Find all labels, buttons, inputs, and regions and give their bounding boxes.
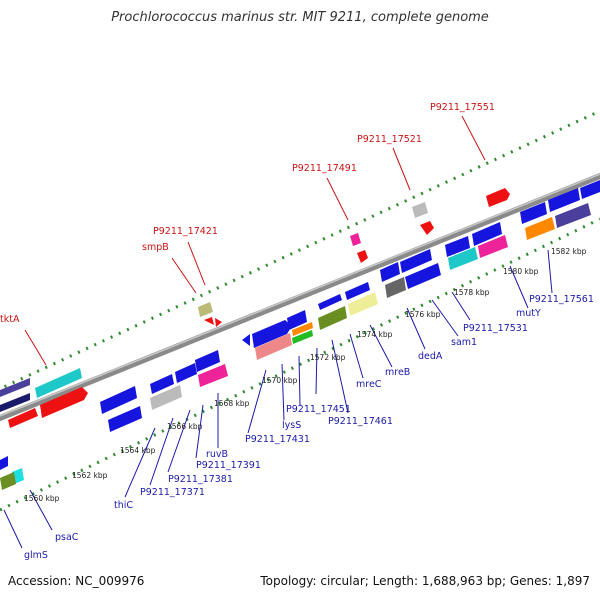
scale-label: 1582 kbp bbox=[551, 247, 587, 256]
gene-feature bbox=[0, 456, 8, 470]
gene-label[interactable]: P9211_17531 bbox=[463, 323, 528, 334]
gene-label[interactable]: smpB bbox=[142, 242, 169, 253]
gene-feature bbox=[555, 203, 591, 228]
scale-label: 1580 kbp bbox=[503, 267, 539, 276]
gene-label[interactable]: ruvB bbox=[206, 449, 228, 460]
gene-label[interactable]: P9211_17491 bbox=[292, 163, 357, 174]
gene-feature bbox=[255, 333, 292, 360]
gene-feature bbox=[478, 235, 508, 258]
gene-feature bbox=[385, 277, 406, 298]
gene-feature bbox=[318, 294, 342, 310]
gene-feature bbox=[204, 317, 214, 325]
gene-feature bbox=[348, 292, 378, 316]
gene-feature bbox=[252, 320, 292, 348]
gene-label[interactable]: psaC bbox=[55, 532, 79, 543]
scale-label: 1566 kbp bbox=[167, 422, 203, 431]
gene-feature bbox=[357, 250, 368, 263]
gene-label[interactable]: sam1 bbox=[451, 337, 477, 348]
gene-feature bbox=[8, 408, 38, 428]
gene-feature bbox=[198, 364, 228, 387]
gene-feature bbox=[0, 393, 30, 412]
scale-label: 1578 kbp bbox=[454, 288, 490, 297]
gene-feature bbox=[580, 180, 600, 199]
gene-label[interactable]: P9211_17421 bbox=[153, 226, 218, 237]
gene-feature bbox=[0, 378, 30, 397]
gene-label[interactable]: P9211_17431 bbox=[245, 434, 310, 445]
highlighted-features bbox=[198, 188, 510, 327]
gene-feature bbox=[405, 263, 441, 289]
gene-feature bbox=[412, 202, 428, 218]
scale-label: 1562 kbp bbox=[72, 471, 108, 480]
gene-feature bbox=[198, 302, 213, 317]
gene-feature bbox=[420, 221, 434, 235]
red-leader-lines bbox=[24, 115, 486, 366]
scale-label: 1570 kbp bbox=[262, 376, 298, 385]
gene-feature bbox=[525, 217, 555, 240]
gene-feature bbox=[445, 236, 470, 257]
gene-feature bbox=[150, 385, 182, 410]
gene-feature bbox=[448, 247, 478, 270]
gene-label[interactable]: P9211_17451 bbox=[286, 404, 351, 415]
gene-label[interactable]: P9211_17391 bbox=[196, 460, 261, 471]
reverse-features bbox=[0, 406, 142, 490]
scale-label: 1572 kbp bbox=[310, 353, 346, 362]
gene-label[interactable]: P9211_17371 bbox=[140, 487, 205, 498]
scale-label: 1574 kbp bbox=[357, 330, 393, 339]
scale-label: 1560 kbp bbox=[24, 494, 60, 503]
gene-feature bbox=[380, 262, 400, 282]
scale-label: 1576 kbp bbox=[405, 310, 441, 319]
gene-feature bbox=[108, 406, 142, 432]
inner-dotted-track bbox=[0, 217, 600, 512]
gene-label[interactable]: mutY bbox=[516, 308, 541, 319]
gene-feature bbox=[242, 334, 250, 346]
accession-text: Accession: NC_009976 bbox=[8, 574, 145, 588]
scale-label: 1568 kbp bbox=[214, 399, 250, 408]
gene-feature bbox=[318, 306, 347, 330]
gene-label[interactable]: dedA bbox=[418, 351, 443, 362]
gene-feature bbox=[520, 202, 547, 224]
outer-dotted-track bbox=[0, 109, 600, 391]
gene-feature bbox=[292, 322, 313, 336]
gene-feature bbox=[100, 386, 137, 414]
genome-title: Prochlorococcus marinus str. MIT 9211, c… bbox=[111, 10, 489, 25]
gene-feature bbox=[292, 330, 313, 344]
gene-label[interactable]: glmS bbox=[24, 550, 48, 561]
scale-label: 1564 kbp bbox=[120, 446, 156, 455]
gene-feature bbox=[486, 188, 510, 207]
gene-feature bbox=[150, 374, 174, 394]
gene-label[interactable]: P9211_17561 bbox=[529, 294, 594, 305]
gene-label[interactable]: tktA bbox=[0, 314, 20, 325]
genome-backbone bbox=[0, 172, 600, 422]
gene-feature bbox=[548, 188, 580, 212]
gene-label[interactable]: P9211_17521 bbox=[357, 134, 422, 145]
genome-summary-text: Topology: circular; Length: 1,688,963 bp… bbox=[260, 574, 590, 588]
gene-feature bbox=[0, 472, 16, 490]
blue-leader-lines bbox=[3, 249, 553, 549]
gene-feature bbox=[350, 233, 361, 246]
gene-label[interactable]: P9211_17381 bbox=[168, 474, 233, 485]
gene-label[interactable]: mreB bbox=[385, 367, 410, 378]
gene-label[interactable]: lysS bbox=[282, 420, 301, 431]
gene-feature bbox=[287, 310, 307, 330]
gene-feature bbox=[215, 318, 222, 327]
gene-feature bbox=[472, 222, 502, 246]
gene-label[interactable]: thiC bbox=[114, 500, 133, 511]
gene-feature bbox=[195, 350, 220, 372]
gene-feature bbox=[35, 368, 82, 398]
gene-feature bbox=[175, 363, 197, 383]
gene-feature bbox=[40, 387, 88, 418]
forward-features bbox=[0, 180, 600, 428]
gene-label[interactable]: mreC bbox=[356, 379, 382, 390]
gene-label[interactable]: P9211_17461 bbox=[328, 416, 393, 427]
gene-feature bbox=[345, 282, 370, 300]
gene-feature bbox=[400, 249, 432, 273]
gene-label[interactable]: P9211_17551 bbox=[430, 102, 495, 113]
